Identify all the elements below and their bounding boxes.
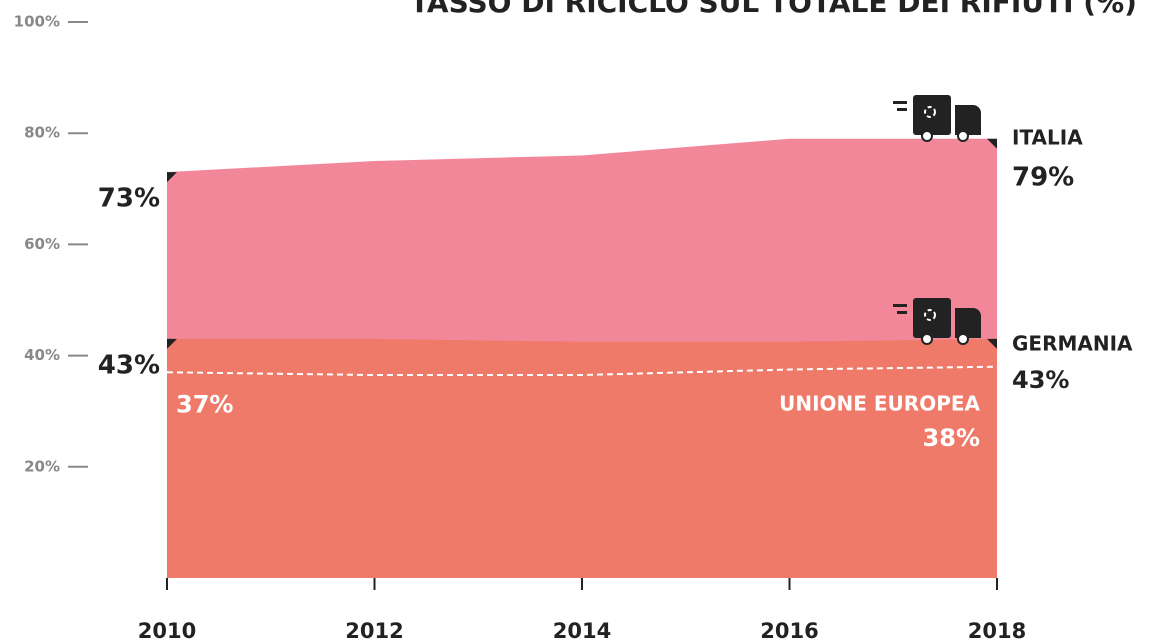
value-label: 38% (923, 424, 980, 452)
y-tick-label: 100% (14, 13, 60, 31)
value-label: 43% (1012, 366, 1069, 394)
value-label: 43% (98, 350, 160, 380)
y-tick-label: 60% (24, 235, 60, 253)
icons (893, 95, 981, 345)
series-area (167, 338, 997, 578)
chart-title: TASSO DI RICICLO SUL TOTALE DEI RIFIUTI … (410, 0, 1137, 19)
corner-marker (167, 338, 177, 349)
corner-marker (987, 138, 997, 149)
plot: 20% 40% 60% 80% 100% 2010 2012 2014 2016 2018 73% I… (14, 13, 1133, 643)
x-tick-label: 2010 (138, 619, 196, 643)
corner-marker (987, 338, 997, 349)
x-tick-label: 2016 (760, 619, 818, 643)
truck-icon (893, 298, 981, 345)
y-tick-label: 20% (24, 457, 60, 475)
series-line (166, 365, 998, 377)
truck-icon (893, 95, 981, 142)
y-tick-label: 80% (24, 124, 60, 142)
x-tick-label: 2014 (553, 619, 611, 643)
value-label: 79% (1012, 163, 1074, 193)
x-tick-label: 2018 (968, 619, 1026, 643)
corner-marker (167, 172, 177, 183)
series-name: GERMANIA (1012, 332, 1133, 356)
x-tick-label: 2012 (345, 619, 403, 643)
series-name: ITALIA (1012, 126, 1083, 150)
value-label: 73% (98, 184, 160, 214)
value-label: 37% (176, 390, 233, 418)
y-tick-label: 40% (24, 346, 60, 364)
series-name: UNIONE EUROPEA (779, 392, 980, 416)
